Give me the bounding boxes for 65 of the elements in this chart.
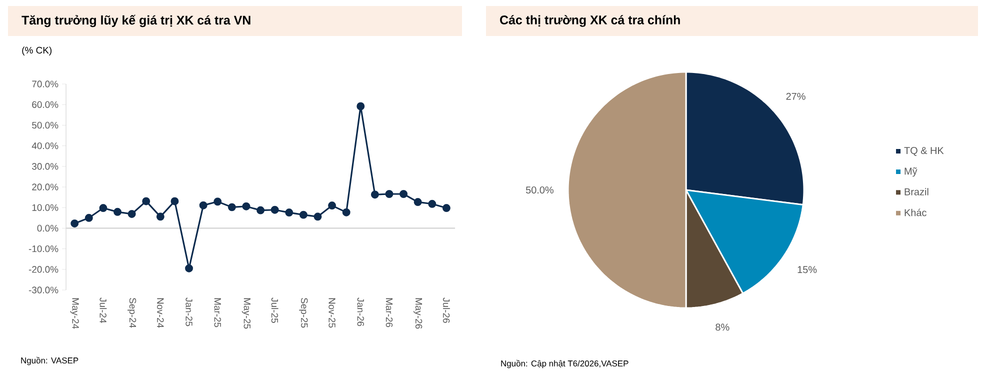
y-tick-label: 10.0% — [32, 204, 58, 211]
legend-label: Mỹ — [904, 167, 918, 177]
x-tick-label: Sep-24 — [128, 298, 136, 328]
y-tick-label: 70.0% — [32, 80, 58, 88]
y-tick-label: 20.0% — [32, 184, 58, 190]
point — [199, 201, 208, 210]
point — [370, 190, 379, 199]
point — [400, 190, 408, 198]
point — [214, 198, 222, 206]
point — [285, 208, 294, 217]
x-tick-label: May-25 — [242, 298, 251, 329]
y-tick-label: -20.0% — [28, 266, 58, 273]
point — [170, 197, 179, 206]
y-axis-title: (% CK) — [22, 46, 52, 56]
point — [242, 202, 250, 210]
x-tick-label: Mar-25 — [214, 298, 221, 328]
point — [414, 198, 422, 206]
x-tick-label: Jul-24 — [100, 298, 107, 324]
y-tick-label: -30.0% — [28, 286, 58, 294]
point — [342, 208, 350, 216]
x-tick-label: Mar-26 — [386, 298, 393, 328]
point — [84, 214, 93, 222]
point — [442, 204, 450, 212]
x-tick-label: Nov-25 — [328, 298, 336, 328]
chart-title: Tăng trưởng lũy kế giá trị XK cá tra VN — [22, 14, 250, 28]
point — [270, 206, 279, 214]
point — [142, 197, 150, 206]
y-tick-label: 60.0% — [32, 101, 58, 108]
point — [99, 204, 108, 212]
point — [356, 102, 365, 110]
point — [128, 210, 136, 218]
point — [385, 190, 394, 198]
y-tick-label: 50.0% — [32, 122, 58, 129]
x-tick-label: Jul-26 — [442, 298, 450, 323]
point — [70, 219, 79, 228]
y-tick-label: 0.0% — [37, 224, 58, 232]
legend-label: Khác — [904, 208, 926, 216]
x-tick-label: Jul-25 — [271, 298, 278, 323]
point — [228, 203, 236, 212]
text: Nguồn: Cập nhật T6/2026,VASEP — [501, 360, 628, 368]
point — [428, 200, 436, 208]
x-tick-label: Jan-26 — [357, 298, 364, 326]
chart-title: Các thị trường XK cá tra chính — [500, 15, 680, 27]
point — [328, 202, 336, 210]
y-tick-label: 40.0% — [32, 142, 58, 150]
point — [256, 206, 265, 214]
point — [185, 264, 194, 272]
y-tick-label: -10.0% — [28, 245, 58, 252]
point — [156, 212, 164, 221]
point — [114, 208, 122, 216]
point — [299, 210, 308, 219]
data-label: 50.0% — [526, 186, 554, 194]
x-tick-label: Jan-25 — [186, 298, 192, 326]
x-tick-label: May-24 — [70, 298, 79, 329]
text: Nguồn: VASEP — [21, 356, 78, 366]
legend-label: TQ & HK — [904, 146, 944, 156]
data-label: 27% — [786, 92, 806, 100]
x-tick-label: May-26 — [414, 298, 422, 329]
x-tick-label: Nov-24 — [157, 298, 164, 328]
y-tick-label: 30.0% — [32, 163, 58, 170]
point — [314, 212, 322, 221]
x-tick-label: Sep-25 — [299, 298, 308, 328]
legend-label: Brazil — [904, 188, 928, 196]
data-label: 8% — [716, 324, 730, 331]
data-label: 15% — [798, 266, 817, 274]
